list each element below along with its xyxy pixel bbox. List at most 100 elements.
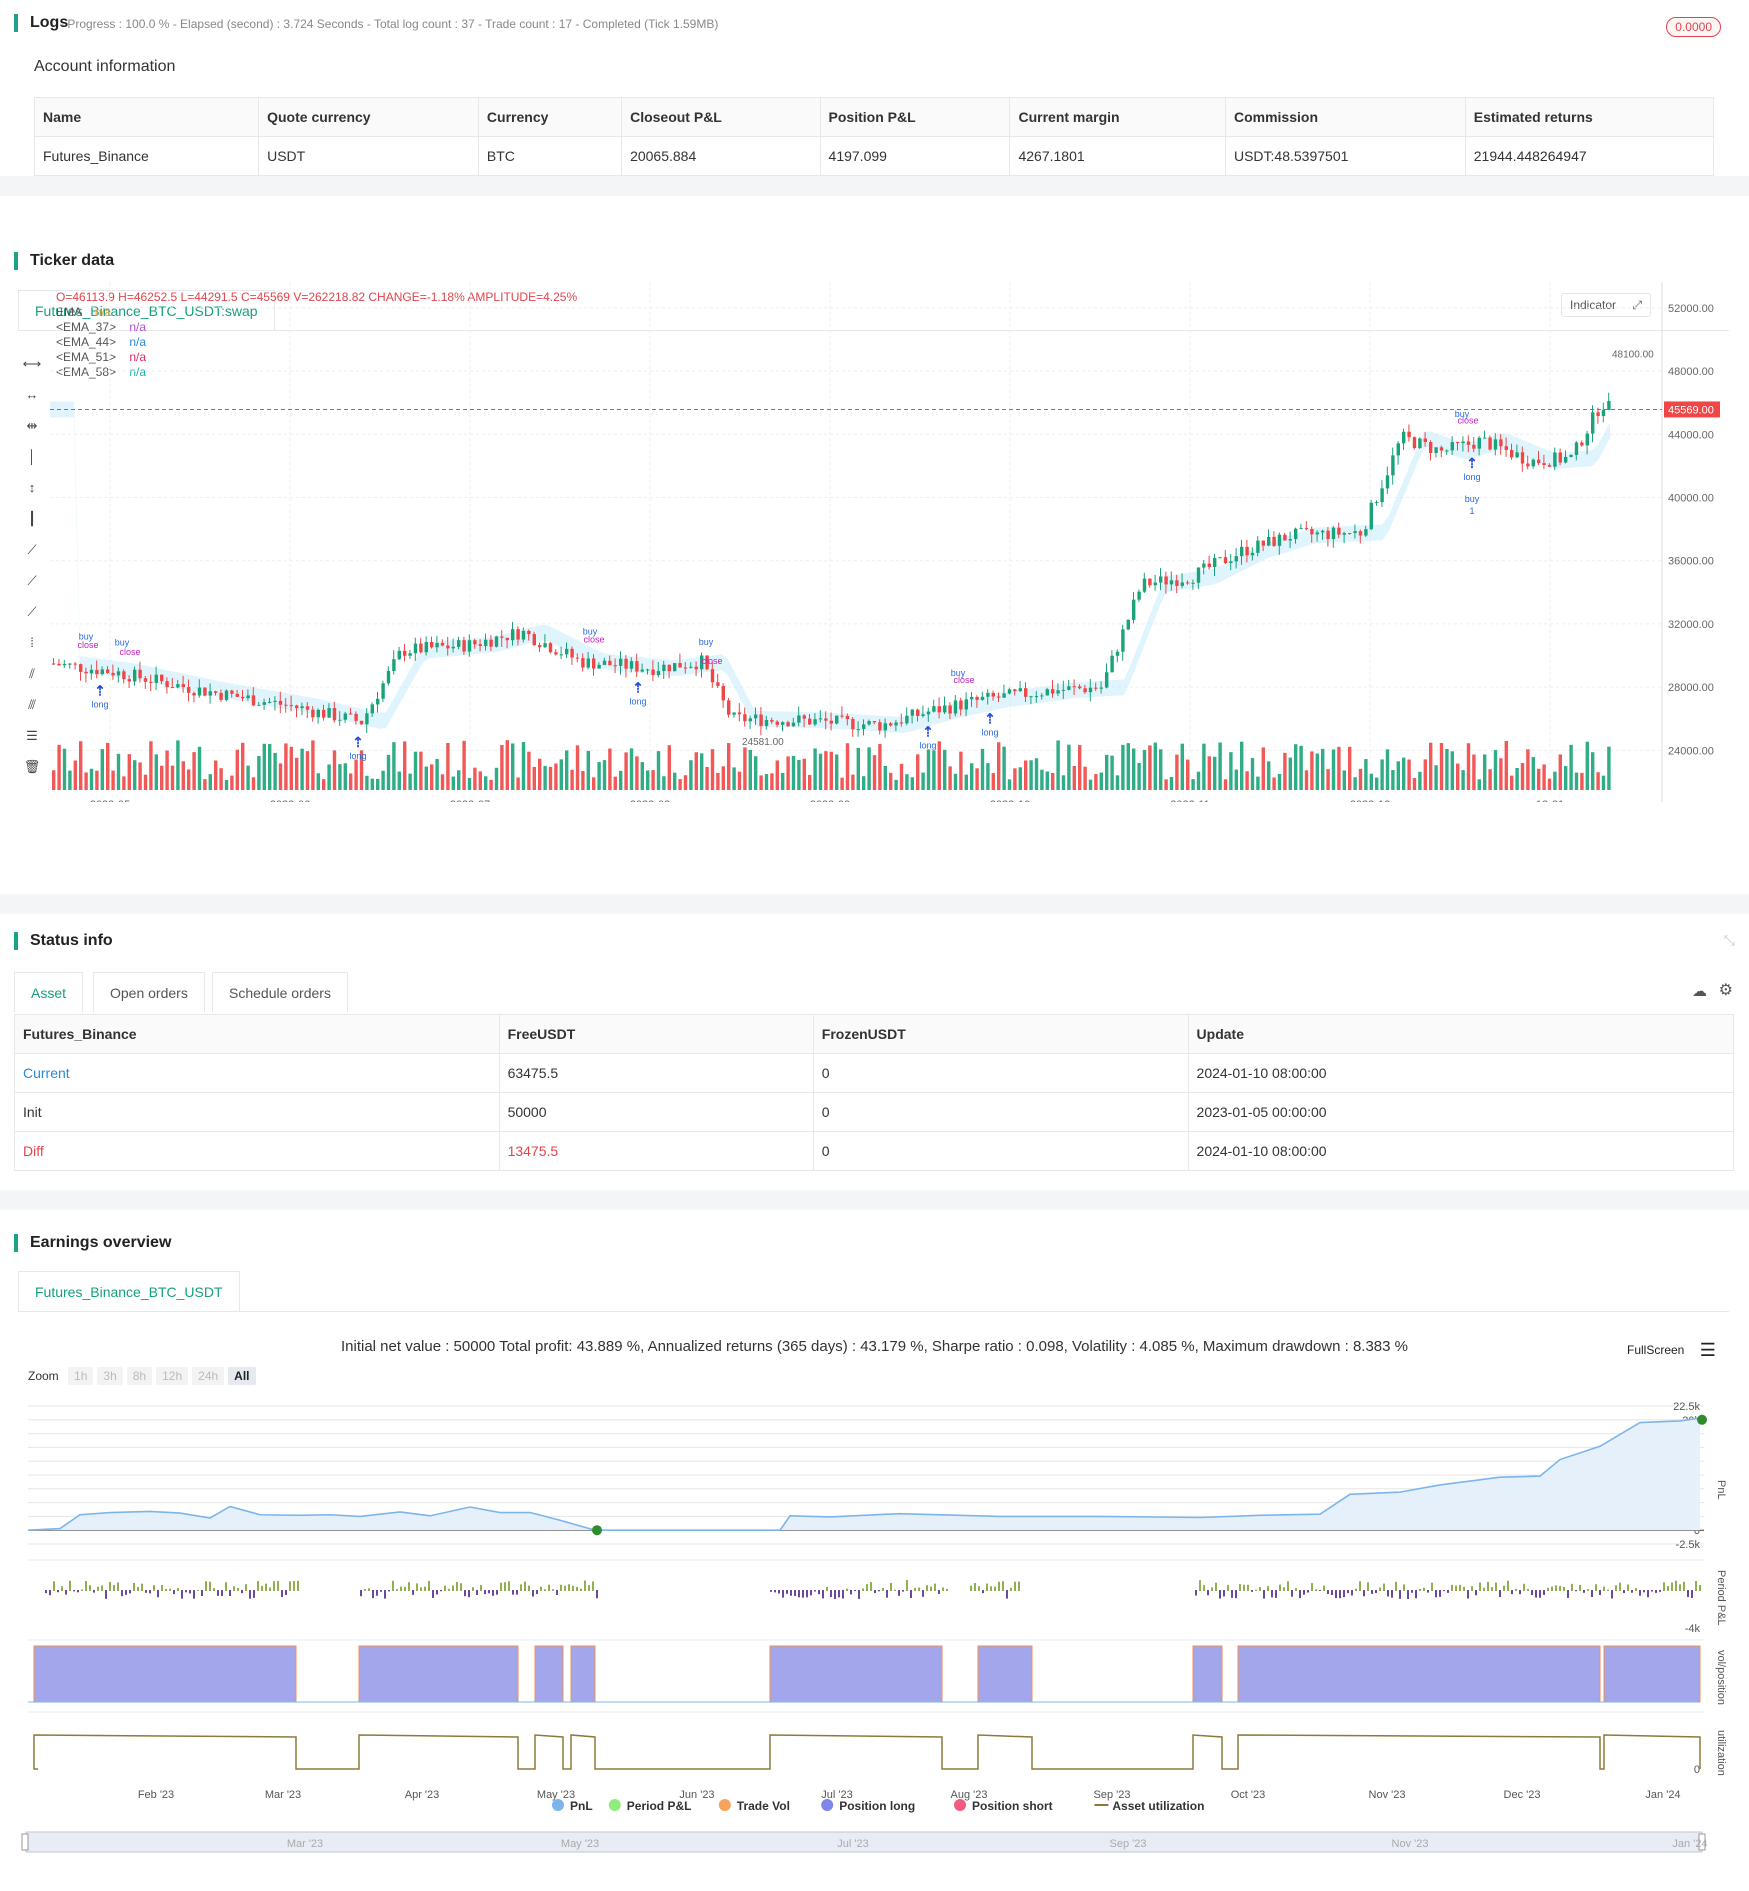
candle-body: [1040, 695, 1044, 697]
period-pnl-bar: [452, 1585, 454, 1591]
legend-item[interactable]: EMA n/a: [56, 305, 146, 320]
collapse-icon[interactable]: ⤡: [1723, 932, 1735, 948]
candle-body: [964, 699, 968, 710]
navigator-tick-label: Mar '23: [287, 1838, 323, 1850]
zoom-option-3h[interactable]: 3h: [97, 1367, 123, 1385]
settings-gear-icon[interactable]: ⚙: [1718, 982, 1733, 999]
expand-icon[interactable]: ⤢: [1632, 298, 1642, 312]
horizontal-ray-icon[interactable]: ↔: [25, 387, 39, 402]
period-pnl-bar: [440, 1590, 442, 1592]
period-pnl-bar: [1327, 1590, 1329, 1594]
tab-ticker-symbol[interactable]: Futures_Binance_BTC_USDT:swap: [18, 290, 275, 330]
y-tick-label: 24000.00: [1668, 745, 1714, 757]
volume-bar: [1094, 774, 1098, 790]
volume-bar: [851, 774, 855, 790]
volume-bar: [392, 742, 396, 790]
candle-body: [149, 681, 153, 683]
volume-bar: [1159, 749, 1163, 790]
table-cell: 2023-01-05 00:00:00: [1187, 1092, 1735, 1132]
table-cell: 50000: [498, 1092, 814, 1132]
period-pnl-bar: [281, 1590, 283, 1598]
pitchfork-icon[interactable]: ⫻: [28, 697, 36, 712]
candle-body: [1596, 412, 1600, 417]
ray-line-icon[interactable]: ⟋: [27, 573, 37, 588]
volume-bar: [824, 751, 828, 790]
volume-bar: [1542, 764, 1546, 790]
period-pnl-bar: [364, 1589, 366, 1591]
period-pnl-bar: [1347, 1590, 1349, 1594]
pnl-line: [27, 1417, 1701, 1531]
menu-icon[interactable]: ☰: [1699, 1340, 1716, 1360]
candle-body: [1240, 546, 1244, 557]
tab-schedule-orders[interactable]: Schedule orders: [212, 972, 348, 1012]
zoom-option-12h[interactable]: 12h: [156, 1367, 189, 1385]
candle-body: [1207, 563, 1211, 568]
period-pnl-bar: [1475, 1590, 1477, 1596]
candle-body: [1391, 455, 1395, 476]
period-pnl-bar: [1655, 1590, 1657, 1593]
volume-bar: [505, 740, 509, 790]
period-pnl-bar: [1367, 1582, 1369, 1591]
vertical-ray-icon[interactable]: ↕: [28, 480, 36, 495]
fullscreen-button[interactable]: FullScreen ☰: [1627, 1340, 1716, 1361]
trade-marker-label: buy: [583, 626, 598, 636]
candle-body: [916, 709, 920, 717]
trend-line-icon[interactable]: ⟋: [27, 542, 37, 557]
zoom-option-1h[interactable]: 1h: [68, 1367, 94, 1385]
indicator-button[interactable]: Indicator ⤢: [1561, 293, 1651, 317]
price-range-icon[interactable]: ⁞: [30, 635, 34, 650]
period-pnl-bar: [572, 1585, 574, 1591]
volume-bar: [1304, 770, 1309, 790]
candle-body: [867, 721, 871, 725]
candle-body: [802, 715, 806, 719]
legend-item[interactable]: <EMA_44> n/a: [56, 335, 146, 350]
volume-bar: [1250, 758, 1255, 790]
volume-bar: [154, 754, 158, 790]
period-pnl-bar: [249, 1590, 251, 1599]
volume-bar: [592, 777, 596, 790]
legend-item[interactable]: <EMA_37> n/a: [56, 320, 146, 335]
vertical-line-icon[interactable]: │: [27, 449, 37, 464]
segment-icon[interactable]: ⇹: [26, 418, 38, 433]
extended-line-icon[interactable]: ⟋: [27, 604, 37, 619]
x-tick-label: 2023-12: [1350, 799, 1390, 802]
zoom-option-All[interactable]: All: [228, 1367, 256, 1385]
legend-item[interactable]: <EMA_58> n/a: [56, 365, 146, 380]
cloud-icon[interactable]: ☁: [1692, 983, 1707, 1000]
parallel-channel-icon[interactable]: ⫽: [29, 666, 35, 681]
period-pnl-bar: [584, 1580, 586, 1591]
period-pnl-bar: [1579, 1584, 1581, 1591]
period-pnl-bar: [1535, 1590, 1537, 1598]
axis-title: PnL: [1715, 1480, 1727, 1500]
candle-body: [359, 720, 364, 725]
candle-body: [1423, 438, 1427, 443]
horizontal-line-icon[interactable]: ⟷: [22, 356, 42, 371]
candle-body: [937, 706, 941, 713]
tab-asset[interactable]: Asset: [14, 972, 84, 1012]
candle-body: [1337, 527, 1341, 535]
candle-body: [462, 640, 466, 652]
zoom-option-24h[interactable]: 24h: [192, 1367, 225, 1385]
candle-body: [1547, 465, 1552, 467]
utilization-line: [33, 1734, 1701, 1770]
tab-earnings-symbol[interactable]: Futures_Binance_BTC_USDT: [18, 1271, 240, 1311]
trash-icon[interactable]: 🗑: [23, 759, 41, 774]
candle-body: [1429, 442, 1433, 453]
vertical-segment-icon[interactable]: ┃: [28, 511, 36, 526]
volume-bar: [365, 775, 369, 790]
period-pnl-bar: [822, 1590, 824, 1599]
period-pnl-bar: [1263, 1590, 1265, 1599]
candle-body: [1331, 527, 1336, 539]
candle-body: [910, 709, 914, 716]
tab-open-orders[interactable]: Open orders: [93, 972, 205, 1012]
zoom-option-8h[interactable]: 8h: [126, 1367, 153, 1385]
period-pnl-bar: [1663, 1582, 1665, 1591]
candle-body: [883, 723, 887, 731]
column-header: Position P&L: [819, 97, 1011, 137]
fib-retracement-icon[interactable]: ☰: [26, 728, 38, 743]
volume-bar: [1283, 752, 1287, 790]
table-row: Current 63475.5 0 2024-01-10 08:00:00: [14, 1053, 1735, 1093]
legend-item[interactable]: <EMA_51> n/a: [56, 350, 146, 365]
volume-bar: [953, 773, 958, 790]
candle-body: [878, 722, 882, 731]
